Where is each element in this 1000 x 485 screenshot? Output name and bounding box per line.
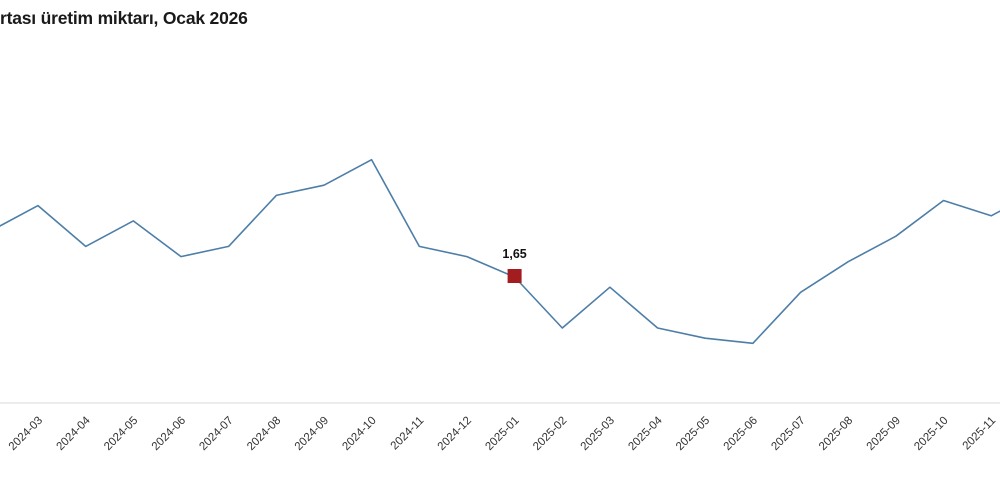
highlighted-point-marker[interactable] bbox=[507, 269, 522, 283]
x-axis-tick-label: 2024-10 bbox=[340, 415, 378, 453]
x-axis-tick-label: 2025-10 bbox=[912, 415, 950, 453]
x-axis-tick-label: 2025-09 bbox=[865, 415, 903, 453]
x-axis-tick-label: 2025-08 bbox=[817, 415, 855, 453]
x-axis-tick-label: 2025-04 bbox=[626, 414, 665, 453]
x-axis-tick-label: 2024-12 bbox=[436, 415, 474, 453]
x-axis-tick-label: 2025-02 bbox=[531, 415, 569, 453]
x-axis-tick-label: 2024-08 bbox=[245, 415, 283, 453]
x-axis-tick-label: 2024-05 bbox=[102, 415, 140, 453]
x-axis-tick-label: 2025-05 bbox=[674, 415, 712, 453]
x-axis-tick-label: 2024-09 bbox=[293, 415, 331, 453]
x-axis-tick-label: 2025-01 bbox=[483, 415, 521, 453]
x-axis-tick-label: 2024-11 bbox=[389, 415, 427, 453]
data-point-label: 1,65 bbox=[502, 247, 526, 261]
x-axis-tick-label: 2024-06 bbox=[150, 415, 188, 453]
x-axis-tick-label: 2025-11 bbox=[961, 415, 999, 453]
x-axis-tick-label: 2025-06 bbox=[722, 415, 760, 453]
x-axis-tick-label: 2025-07 bbox=[769, 415, 807, 453]
x-axis-tick-labels: 2024-03 2024-04 2024-05 2024-06 2024-07 2024-… bbox=[7, 414, 999, 453]
x-axis-tick-label: 2024-04 bbox=[54, 414, 93, 453]
x-axis-tick-label: 2024-07 bbox=[197, 415, 235, 453]
chart-title: rtası üretim miktarı, Ocak 2026 bbox=[0, 8, 248, 28]
x-axis-tick-label: 2025-03 bbox=[579, 415, 617, 453]
egg-production-line-series[interactable] bbox=[0, 158, 1000, 345]
x-axis-tick-label: 2024-03 bbox=[7, 415, 45, 453]
